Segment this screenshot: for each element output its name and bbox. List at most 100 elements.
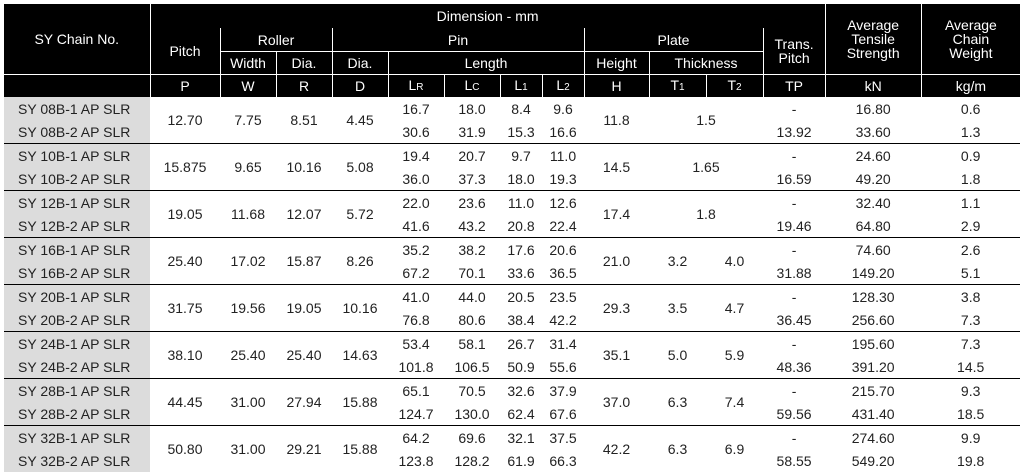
trans-pitch-cell: 48.36 <box>763 355 826 379</box>
chain-no-cell: SY 12B-1 AP SLR <box>4 190 150 214</box>
header-chain-no: SY Chain No. <box>4 4 151 75</box>
table-body: SY 08B-1 AP SLR 12.70 7.75 8.51 4.45 16.7 18.0… <box>4 97 1021 472</box>
plate-t1-cell: 6.3 <box>649 378 706 426</box>
sym-tp: TP <box>762 74 826 97</box>
roller-dia-cell: 12.07 <box>276 190 332 238</box>
sym-w: W <box>219 74 277 97</box>
tensile-strength-cell: 149.20 <box>825 261 922 285</box>
chain-no-cell: SY 10B-2 AP SLR <box>4 167 150 191</box>
pitch-cell: 19.05 <box>150 190 220 238</box>
header-trans-pitch: Trans. Pitch <box>762 28 826 75</box>
header-roller: Roller <box>219 28 333 52</box>
pin-lc-cell: 20.7 <box>444 143 500 167</box>
pin-lr-cell: 22.0 <box>388 190 444 214</box>
tensile-strength-cell: 274.60 <box>825 425 922 449</box>
pin-l2-cell: 66.3 <box>542 449 584 472</box>
tensile-strength-cell: 128.30 <box>825 284 922 308</box>
trans-pitch-cell: 13.92 <box>763 120 826 144</box>
sym-l2: L2 <box>541 74 585 97</box>
roller-width-cell: 19.56 <box>220 284 276 332</box>
pin-lc-cell: 128.2 <box>444 449 500 472</box>
pin-l2-cell: 37.9 <box>542 378 584 402</box>
sym-lc: LC <box>443 74 501 97</box>
pin-lr-cell: 35.2 <box>388 237 444 261</box>
tensile-strength-cell: 256.60 <box>825 308 922 332</box>
pin-lc-cell: 106.5 <box>444 355 500 379</box>
tensile-strength-cell: 33.60 <box>825 120 922 144</box>
chain-weight-cell: 1.1 <box>921 190 1021 214</box>
roller-dia-cell: 10.16 <box>276 143 332 191</box>
plate-height-cell: 17.4 <box>584 190 649 238</box>
table-row: SY 16B-1 AP SLR 25.40 17.02 15.87 8.26 35.2 38… <box>4 237 1021 285</box>
plate-height-cell: 11.8 <box>584 97 649 144</box>
plate-t1-cell: 5.0 <box>649 331 706 379</box>
chain-no-cell: SY 08B-2 AP SLR <box>4 120 150 144</box>
pin-l2-cell: 23.5 <box>542 284 584 308</box>
trans-pitch-cell: 36.45 <box>763 308 826 332</box>
roller-width-cell: 7.75 <box>220 97 276 144</box>
pin-l1-cell: 18.0 <box>500 167 542 191</box>
pin-l1-cell: 11.0 <box>500 190 542 214</box>
chain-no-cell: SY 10B-1 AP SLR <box>4 143 150 167</box>
trans-pitch-cell: 31.88 <box>763 261 826 285</box>
pin-lr-cell: 41.6 <box>388 214 444 238</box>
sym-lr: LR <box>387 74 445 97</box>
pin-l1-cell: 62.4 <box>500 402 542 426</box>
pin-dia-cell: 8.26 <box>332 237 388 285</box>
pin-l1-cell: 20.8 <box>500 214 542 238</box>
pin-l2-cell: 19.3 <box>542 167 584 191</box>
trans-pitch-cell: - <box>763 425 826 449</box>
plate-height-cell: 21.0 <box>584 237 649 285</box>
tensile-strength-cell: 431.40 <box>825 402 922 426</box>
sym-l1: L1 <box>499 74 543 97</box>
trans-pitch-cell: - <box>763 237 826 261</box>
chain-no-cell: SY 32B-2 AP SLR <box>4 449 150 472</box>
chain-no-cell: SY 28B-2 AP SLR <box>4 402 150 426</box>
chain-no-cell: SY 16B-2 AP SLR <box>4 261 150 285</box>
chain-weight-cell: 2.9 <box>921 214 1021 238</box>
chain-spec-table: SY Chain No. Dimension - mm Average Tensi… <box>4 4 1021 472</box>
tensile-strength-cell: 64.80 <box>825 214 922 238</box>
pin-dia-cell: 5.72 <box>332 190 388 238</box>
plate-thickness-cell: 1.5 <box>649 97 763 144</box>
pitch-cell: 15.875 <box>150 143 220 191</box>
trans-pitch-cell: 58.55 <box>763 449 826 472</box>
pitch-cell: 38.10 <box>150 331 220 379</box>
roller-dia-cell: 19.05 <box>276 284 332 332</box>
plate-height-cell: 35.1 <box>584 331 649 379</box>
pin-l2-cell: 55.6 <box>542 355 584 379</box>
pin-dia-cell: 4.45 <box>332 97 388 144</box>
chain-weight-cell: 5.1 <box>921 261 1021 285</box>
pin-dia-cell: 14.63 <box>332 331 388 379</box>
plate-t2-cell: 5.9 <box>706 331 763 379</box>
tensile-strength-cell: 549.20 <box>825 449 922 472</box>
roller-width-cell: 17.02 <box>220 237 276 285</box>
table-row: SY 28B-1 AP SLR 44.45 31.00 27.94 15.88 65.1 7… <box>4 378 1021 426</box>
pin-l1-cell: 32.6 <box>500 378 542 402</box>
pin-lr-cell: 41.0 <box>388 284 444 308</box>
pin-l2-cell: 37.5 <box>542 425 584 449</box>
header-pin: Pin <box>331 28 585 52</box>
trans-pitch-cell: - <box>763 143 826 167</box>
pin-lr-cell: 16.7 <box>388 97 444 120</box>
tensile-strength-cell: 74.60 <box>825 237 922 261</box>
roller-width-cell: 11.68 <box>220 190 276 238</box>
pin-dia-cell: 5.08 <box>332 143 388 191</box>
pin-l1-cell: 17.6 <box>500 237 542 261</box>
tensile-strength-cell: 49.20 <box>825 167 922 191</box>
chain-weight-cell: 18.5 <box>921 402 1021 426</box>
plate-height-cell: 14.5 <box>584 143 649 191</box>
pin-l2-cell: 22.4 <box>542 214 584 238</box>
header-avg-weight: Average Chain Weight <box>920 4 1021 75</box>
chain-weight-cell: 19.8 <box>921 449 1021 472</box>
roller-dia-cell: 27.94 <box>276 378 332 426</box>
pin-lc-cell: 31.9 <box>444 120 500 144</box>
tensile-strength-cell: 215.70 <box>825 378 922 402</box>
pin-dia-cell: 15.88 <box>332 425 388 472</box>
header-dimension: Dimension - mm <box>149 4 826 28</box>
header-width: Width <box>219 51 277 75</box>
sym-t2: T2 <box>705 74 764 97</box>
chain-weight-cell: 9.3 <box>921 378 1021 402</box>
header-roller-dia: Dia. <box>275 51 333 75</box>
pitch-cell: 31.75 <box>150 284 220 332</box>
